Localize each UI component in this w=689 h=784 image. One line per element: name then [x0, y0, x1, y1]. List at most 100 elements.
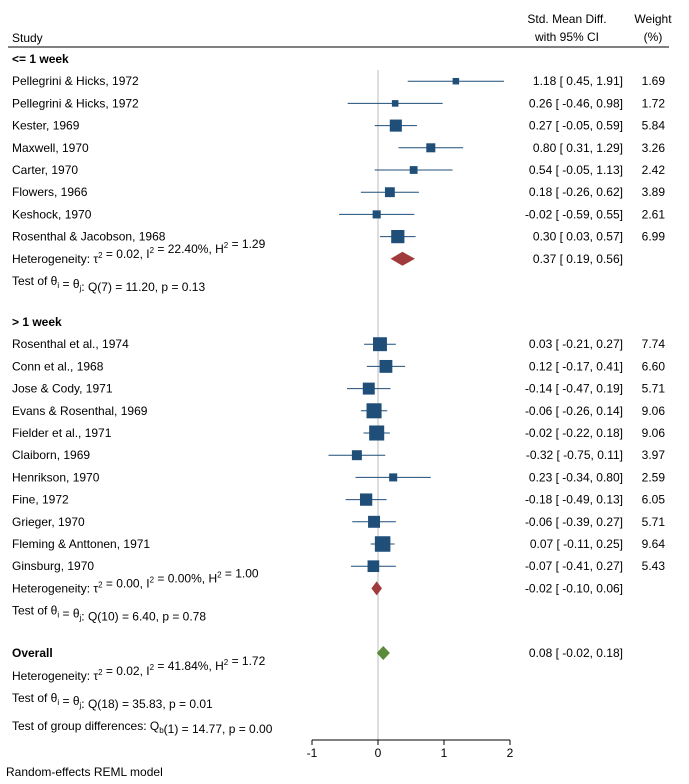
study-marker: [373, 337, 387, 352]
overall-diamond: [376, 646, 390, 660]
overall-heterogeneity-part: 2: [98, 668, 103, 677]
group-heterogeneity-part: = 0.00, I: [103, 576, 150, 590]
study-weight: 9.06: [642, 404, 666, 418]
study-marker: [379, 359, 393, 373]
study-name: Pellegrini & Hicks, 1972: [12, 96, 139, 110]
group-test: Test of θi = θj: Q(10) = 6.40, p = 0.78: [12, 603, 206, 623]
study-marker: [409, 166, 418, 174]
group-heterogeneity-part: = 0.00%, H: [154, 571, 217, 585]
study-marker: [391, 229, 405, 244]
group-test-part: = θ: [59, 277, 80, 291]
study-marker: [372, 210, 381, 219]
header-study: Study: [12, 31, 43, 45]
study-effect-ci: -0.32 [ -0.75, 0.11]: [526, 448, 623, 462]
study-name: Flowers, 1966: [12, 185, 88, 199]
group-test-part: Test of θ: [12, 274, 58, 288]
header-effect-line2: with 95% CI: [534, 30, 599, 44]
study-weight: 1.72: [642, 96, 666, 110]
study-weight: 5.84: [642, 119, 666, 133]
group-heterogeneity-part: 2: [217, 570, 222, 579]
study-weight: 9.64: [642, 537, 666, 551]
study-effect-ci: 0.23 [ -0.34, 0.80]: [529, 470, 623, 484]
study-weight: 3.26: [642, 141, 666, 155]
header-weight-line2: (%): [644, 30, 663, 44]
group-pooled-ci: 0.37 [ 0.19, 0.56]: [533, 252, 623, 266]
header-weight-line1: Weight: [634, 12, 672, 26]
group-test: Test of θi = θj: Q(7) = 11.20, p = 0.13: [12, 274, 205, 294]
study-effect-ci: 0.26 [ -0.46, 0.98]: [529, 96, 623, 110]
group-test-part: j: [79, 613, 82, 622]
group-pooled-ci: -0.02 [ -0.10, 0.06]: [525, 581, 623, 595]
overall-test-part: Test of θ: [12, 691, 58, 705]
study-effect-ci: -0.14 [ -0.47, 0.19]: [525, 382, 623, 396]
group-label-0: <= 1 week: [12, 52, 69, 66]
study-effect-ci: 0.07 [ -0.11, 0.25]: [530, 537, 623, 551]
group-test-part: : Q(10) = 6.40, p = 0.78: [81, 609, 206, 623]
overall-test-part: : Q(18) = 35.83, p = 0.01: [81, 697, 213, 711]
overall-test-part: j: [79, 701, 82, 710]
study-marker: [359, 493, 373, 506]
group-differences-test: Test of group differences: Qb(1) = 14.77…: [12, 719, 273, 736]
study-name: Conn et al., 1968: [12, 359, 104, 373]
group-heterogeneity-part: = 22.40%, H: [154, 242, 224, 256]
study-marker: [384, 187, 395, 198]
overall-heterogeneity-part: = 1.72: [228, 654, 265, 668]
group-test-part: = θ: [59, 606, 80, 620]
footnote: Random-effects REML model: [6, 765, 163, 779]
study-marker: [369, 425, 385, 441]
group-heterogeneity: Heterogeneity: τ2 = 0.00, I2 = 0.00%, H2…: [12, 566, 259, 595]
study-effect-ci: 0.30 [ 0.03, 0.57]: [533, 230, 623, 244]
study-marker: [366, 403, 382, 419]
x-axis-tick-label: -1: [307, 746, 318, 760]
study-name: Rosenthal et al., 1974: [12, 337, 129, 351]
group-test-part: i: [57, 281, 59, 290]
study-effect-ci: 0.54 [ -0.05, 1.13]: [529, 163, 623, 177]
header-effect-line1: Std. Mean Diff.: [527, 12, 606, 26]
group-heterogeneity-part: 2: [150, 575, 155, 584]
overall-heterogeneity: Heterogeneity: τ2 = 0.02, I2 = 41.84%, H…: [12, 654, 266, 683]
group-heterogeneity-part: = 0.02, I: [103, 247, 150, 261]
study-marker: [452, 77, 460, 85]
study-effect-ci: 0.18 [ -0.26, 0.62]: [529, 185, 623, 199]
group-heterogeneity-part: 2: [150, 246, 155, 255]
group-label-1: > 1 week: [12, 315, 62, 329]
overall-test-part: = θ: [59, 694, 80, 708]
study-marker: [351, 450, 362, 461]
study-marker: [374, 536, 391, 552]
group-test-part: i: [57, 610, 59, 619]
overall-label: Overall: [12, 646, 53, 660]
study-weight: 5.71: [642, 515, 666, 529]
study-weight: 5.71: [642, 382, 666, 396]
study-effect-ci: 0.03 [ -0.21, 0.27]: [529, 337, 623, 351]
study-weight: 7.74: [642, 337, 666, 351]
study-weight: 6.05: [642, 493, 666, 507]
study-marker: [391, 100, 399, 107]
study-marker: [389, 473, 398, 482]
study-marker: [426, 143, 436, 153]
study-name: Maxwell, 1970: [12, 141, 89, 155]
study-name: Jose & Cody, 1971: [12, 382, 113, 396]
study-weight: 3.89: [642, 185, 666, 199]
group-heterogeneity-part: Heterogeneity: τ: [12, 252, 98, 266]
study-name: Keshock, 1970: [12, 207, 92, 221]
study-name: Fine, 1972: [12, 493, 69, 507]
x-axis-tick-label: 1: [441, 746, 448, 760]
study-effect-ci: -0.07 [ -0.41, 0.27]: [525, 559, 623, 573]
study-weight: 2.59: [642, 470, 666, 484]
overall-heterogeneity-part: 2: [150, 663, 155, 672]
study-weight: 5.43: [642, 559, 666, 573]
x-axis-tick-label: 0: [375, 746, 382, 760]
overall-ci: 0.08 [ -0.02, 0.18]: [529, 646, 623, 660]
group-pooled-diamond: [371, 581, 382, 596]
study-name: Kester, 1969: [12, 119, 80, 133]
study-name: Rosenthal & Jacobson, 1968: [12, 230, 166, 244]
study-effect-ci: 0.80 [ 0.31, 1.29]: [533, 141, 623, 155]
study-effect-ci: -0.02 [ -0.22, 0.18]: [525, 426, 623, 440]
study-name: Grieger, 1970: [12, 515, 85, 529]
group-heterogeneity-part: = 1.29: [228, 237, 265, 251]
overall-heterogeneity-part: Heterogeneity: τ: [12, 669, 98, 683]
study-name: Fleming & Anttonen, 1971: [12, 537, 150, 551]
overall-heterogeneity-part: = 41.84%, H: [154, 659, 224, 673]
study-weight: 9.06: [642, 426, 666, 440]
study-weight: 1.69: [642, 74, 666, 88]
